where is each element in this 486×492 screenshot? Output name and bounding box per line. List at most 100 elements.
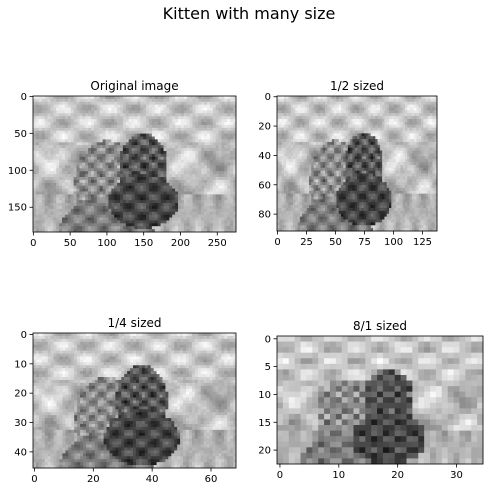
pixel: [47, 104, 51, 108]
pixel: [302, 121, 305, 126]
pixel: [166, 226, 170, 230]
pixel: [111, 191, 115, 195]
pixel: [204, 214, 208, 218]
pixel: [352, 144, 356, 149]
pixel: [82, 214, 86, 218]
pixel: [105, 145, 109, 149]
pixel: [368, 141, 372, 146]
pixel: [207, 113, 211, 117]
pixel: [33, 142, 37, 146]
pixel: [230, 214, 234, 218]
pixel: [382, 116, 385, 120]
pixel: [91, 211, 95, 216]
pixel: [128, 150, 132, 155]
pixel: [218, 107, 222, 111]
pixel: [233, 171, 237, 175]
pixel: [175, 156, 179, 161]
pixel: [414, 147, 417, 151]
pixel: [212, 168, 217, 172]
pixel: [120, 127, 124, 132]
pixel: [91, 171, 95, 175]
pixel: [125, 101, 130, 106]
pixel: [343, 162, 346, 166]
pixel: [169, 229, 173, 233]
pixel: [131, 136, 135, 140]
pixel: [38, 162, 43, 166]
pixel: [409, 150, 413, 154]
pixel: [186, 208, 190, 213]
pixel: [186, 177, 190, 181]
pixel: [120, 139, 124, 143]
pixel: [151, 171, 156, 175]
pixel: [359, 162, 362, 166]
pixel: [105, 139, 109, 143]
pixel: [341, 116, 344, 120]
pixel: [172, 223, 176, 227]
pixel: [315, 113, 319, 117]
pixel: [38, 110, 43, 114]
pixel: [151, 203, 156, 207]
pixel: [418, 159, 422, 163]
pixel: [359, 121, 362, 126]
pixel: [375, 118, 378, 123]
pixel: [56, 107, 60, 111]
pixel: [293, 159, 296, 163]
pixel: [178, 127, 182, 132]
pixel: [423, 144, 426, 149]
pixel: [320, 110, 324, 114]
pixel: [154, 208, 159, 213]
pixel: [134, 119, 138, 123]
pixel: [108, 150, 112, 155]
pixel: [189, 110, 193, 114]
pixel: [172, 185, 176, 189]
pixel: [79, 226, 83, 230]
pixel: [357, 96, 360, 100]
pixel: [120, 220, 124, 224]
pixel: [79, 174, 83, 178]
pixel: [304, 118, 308, 123]
pixel: [82, 139, 86, 143]
pixel: [409, 121, 413, 126]
pixel: [212, 130, 217, 135]
pixel: [286, 136, 289, 140]
pixel: [175, 130, 179, 135]
pixel: [286, 96, 289, 100]
pixel: [325, 147, 328, 151]
pixel: [306, 107, 310, 111]
pixel: [59, 185, 63, 189]
pixel: [143, 226, 147, 230]
pixel: [131, 229, 135, 233]
pixel: [318, 127, 321, 131]
pixel: [357, 139, 360, 143]
pixel: [325, 116, 328, 120]
pixel: [354, 113, 358, 117]
pixel: [279, 147, 282, 151]
pixel: [192, 139, 196, 143]
pixel: [120, 168, 124, 172]
pixel: [76, 171, 80, 175]
pixel: [386, 130, 390, 134]
pixel: [411, 153, 415, 157]
pixel: [67, 200, 72, 204]
pixel: [183, 171, 188, 175]
pixel: [163, 217, 167, 221]
pixel: [137, 116, 141, 120]
pixel: [230, 133, 234, 137]
pixel: [405, 141, 408, 146]
pixel: [322, 150, 326, 154]
pixel: [117, 110, 121, 114]
pixel: [434, 147, 438, 151]
pixel: [195, 214, 199, 218]
pixel: [227, 159, 231, 163]
pixel: [207, 194, 211, 198]
pixel: [204, 191, 208, 195]
pixel: [79, 150, 83, 155]
pixel: [277, 130, 280, 134]
pixel: [347, 113, 351, 117]
pixel: [38, 116, 43, 120]
pixel: [350, 127, 353, 131]
pixel: [47, 229, 51, 233]
pixel: [105, 203, 109, 207]
pixel: [288, 127, 292, 131]
pixel: [421, 124, 424, 128]
